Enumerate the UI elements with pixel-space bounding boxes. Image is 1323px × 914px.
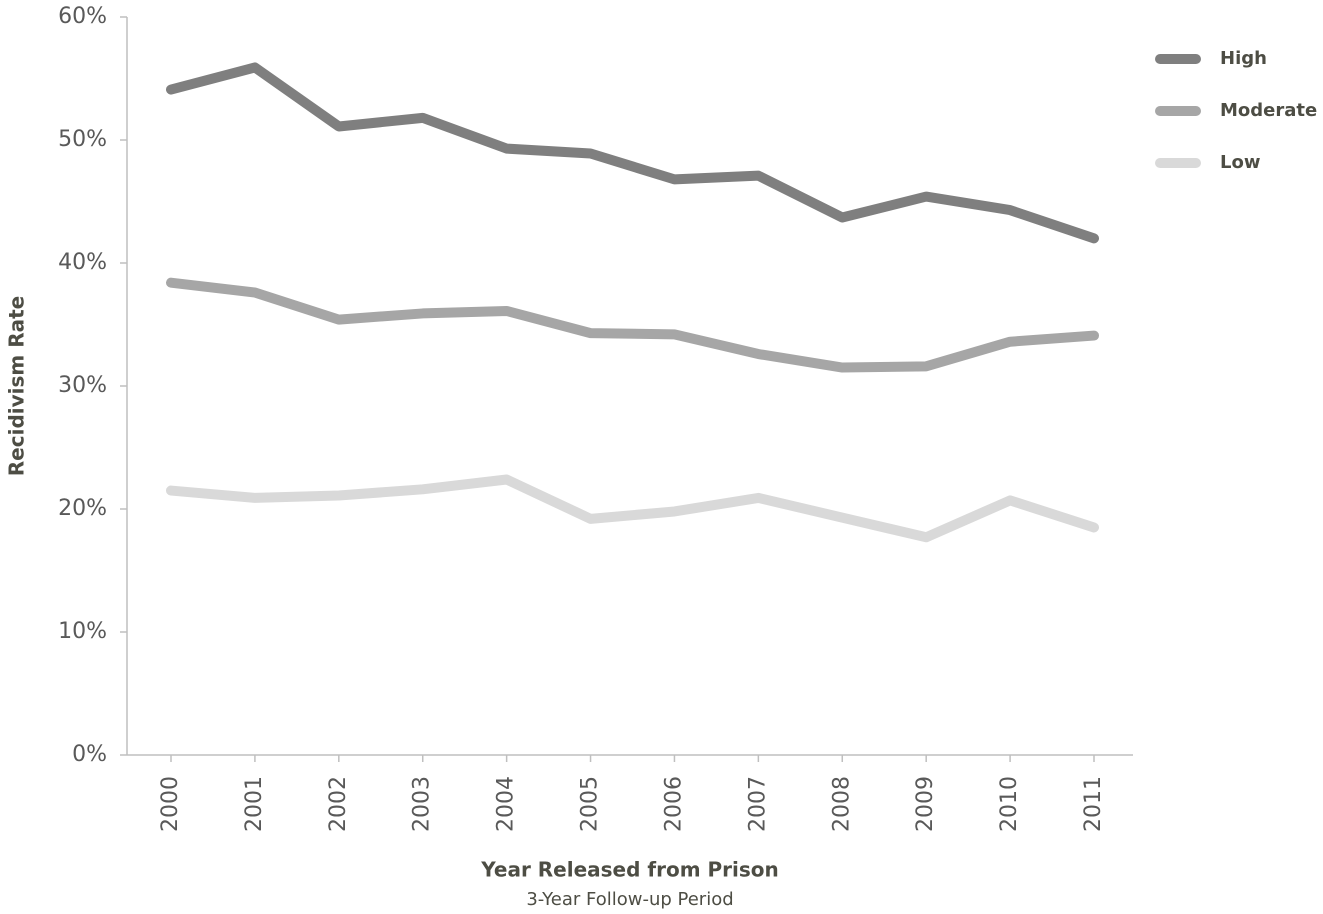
y-tick-label: 40%: [58, 250, 107, 275]
x-tick-label: 2006: [661, 776, 686, 832]
series-line: [166, 62, 1099, 244]
x-tick-label: 2003: [410, 776, 435, 832]
x-axis-title: Year Released from Prison: [480, 858, 779, 882]
x-tick-label: 2002: [326, 776, 351, 832]
x-tick-label: 2009: [913, 776, 938, 832]
legend-label: Low: [1220, 152, 1260, 173]
y-tick-label: 60%: [58, 4, 107, 29]
y-tick-label: 20%: [58, 496, 107, 521]
x-axis-subtitle: 3-Year Follow-up Period: [526, 889, 733, 910]
y-tick-label: 30%: [58, 373, 107, 398]
legend-label: High: [1220, 48, 1267, 69]
y-tick-label: 10%: [58, 619, 107, 644]
legend-label: Moderate: [1220, 100, 1317, 121]
x-tick-label: 2004: [494, 776, 519, 832]
x-tick-label: 2011: [1081, 776, 1106, 832]
series-line: [166, 277, 1099, 373]
x-tick-label: 2008: [829, 776, 854, 832]
x-tick-label: 2000: [158, 776, 183, 832]
series-line: [166, 474, 1099, 543]
x-tick-label: 2005: [578, 776, 603, 832]
y-axis-title: Recidivism Rate: [5, 296, 29, 476]
y-tick-label: 0%: [72, 742, 107, 767]
x-tick-label: 2001: [242, 776, 267, 832]
x-tick-label: 2007: [745, 776, 770, 832]
y-tick-label: 50%: [58, 127, 107, 152]
x-tick-label: 2010: [997, 776, 1022, 832]
